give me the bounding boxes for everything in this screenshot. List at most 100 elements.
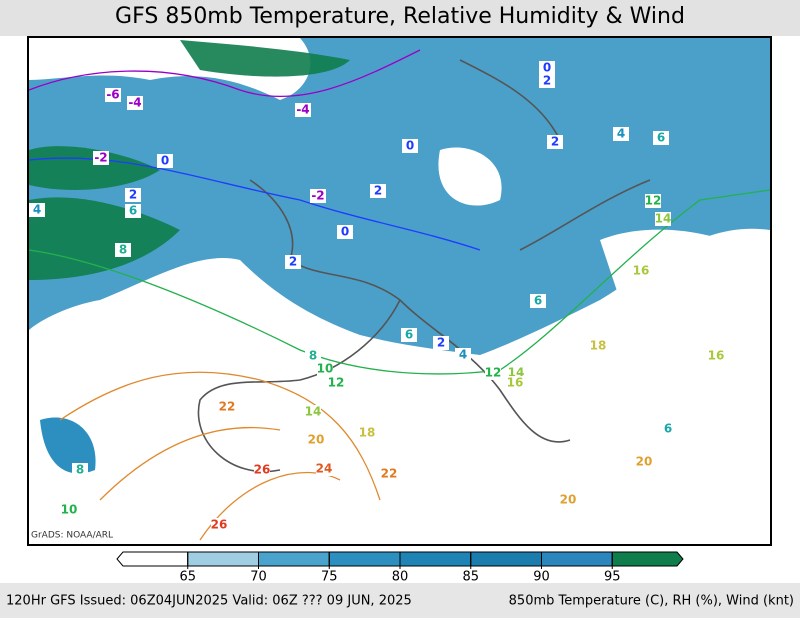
label-bg <box>125 188 141 202</box>
footer-bar <box>0 583 800 618</box>
label-bg <box>401 328 417 342</box>
contour-label: 2 <box>543 74 551 88</box>
label-bg <box>93 151 109 165</box>
label-bg <box>115 243 131 257</box>
colorbar-tick-label: 85 <box>462 570 479 585</box>
contour-label: 12 <box>485 366 502 380</box>
contour-label: -2 <box>94 151 107 165</box>
colorbar-segment <box>541 551 613 567</box>
contour-label: 26 <box>211 518 228 532</box>
contour-label: 4 <box>617 127 625 141</box>
credit: GrADS: NOAA/ARL <box>31 531 113 541</box>
contour-label: 8 <box>119 243 127 257</box>
label-bg <box>547 135 563 149</box>
contour-label: 2 <box>129 188 137 202</box>
label-bg <box>653 131 669 145</box>
contour-label: 22 <box>381 467 398 481</box>
humidity-area <box>40 417 96 474</box>
contour-label: 12 <box>645 194 662 208</box>
label-bg <box>125 204 141 218</box>
label-bg <box>645 194 661 208</box>
label-bg <box>305 349 321 363</box>
title-bar <box>0 0 800 36</box>
label-bg <box>105 88 121 102</box>
contour-label: 0 <box>406 139 414 153</box>
contour-label: 16 <box>507 376 524 390</box>
contour-label: 4 <box>33 203 41 217</box>
label-bg <box>328 376 344 390</box>
label-bg <box>590 339 606 353</box>
contour-label: 8 <box>76 463 84 477</box>
moist-area <box>180 40 350 77</box>
contour-label: 24 <box>316 462 333 476</box>
label-bg <box>708 349 724 363</box>
label-bg <box>317 362 333 376</box>
label-bg <box>219 400 235 414</box>
contour-label: -2 <box>311 189 324 203</box>
colorbar-segment <box>399 551 472 567</box>
colorbar: 65 70 75 80 85 90 95 <box>116 551 684 585</box>
contour-label: -6 <box>106 88 119 102</box>
contour-label: 20 <box>308 433 325 447</box>
contour-label: 0 <box>161 154 169 168</box>
contour-label: 14 <box>305 405 322 419</box>
contour-line <box>28 49 421 98</box>
contour-label: 12 <box>328 376 345 390</box>
label-bg <box>485 366 501 380</box>
humidity-area <box>29 38 770 355</box>
contour-label: 20 <box>636 455 653 469</box>
colorbar-tick-label: 80 <box>392 570 409 585</box>
contour-label: 6 <box>405 328 413 342</box>
label-bg <box>633 264 649 278</box>
contour-label: 4 <box>459 348 467 362</box>
contour-line <box>28 189 771 375</box>
colorbar-segment <box>328 551 401 567</box>
label-bg <box>29 203 45 217</box>
label-bg <box>359 426 375 440</box>
coastline <box>197 59 651 473</box>
contour-label: 22 <box>219 400 236 414</box>
contour-label: 0 <box>341 225 349 239</box>
label-bg <box>370 184 386 198</box>
label-bg <box>636 455 652 469</box>
contour-label: 6 <box>129 204 137 218</box>
colorbar-segment <box>116 551 189 567</box>
colorbar-segment <box>470 551 542 567</box>
label-bg <box>310 189 326 203</box>
label-bg <box>285 255 301 269</box>
contour-label: 10 <box>317 362 334 376</box>
label-bg <box>316 462 332 476</box>
contour-label: 10 <box>61 503 78 517</box>
label-bg <box>305 405 321 419</box>
label-bg <box>660 422 676 436</box>
label-bg <box>308 433 324 447</box>
contour-label: 14 <box>655 212 672 226</box>
label-bg <box>337 225 353 239</box>
contour-label: -4 <box>296 103 309 117</box>
colorbar-tick-label: 70 <box>250 570 267 585</box>
contour-label: 18 <box>590 339 607 353</box>
label-bg <box>127 96 143 110</box>
moist-area <box>29 197 180 280</box>
label-bg <box>381 467 397 481</box>
colorbar-segment <box>258 551 330 567</box>
contour-label: 6 <box>664 422 672 436</box>
contour-label: -4 <box>128 96 141 110</box>
contour-label: 8 <box>309 349 317 363</box>
dry-area <box>600 229 770 330</box>
colorbar-tick-label: 90 <box>533 570 550 585</box>
contour-label: 26 <box>254 463 271 477</box>
contour-label: 0 <box>543 61 551 75</box>
footer-right: 850mb Temperature (C), RH (%), Wind (knt… <box>509 594 794 609</box>
contour-label: 2 <box>437 336 445 350</box>
label-bg <box>433 336 449 350</box>
label-bg <box>560 493 576 507</box>
label-bg <box>507 376 523 390</box>
contour-label: 16 <box>633 264 650 278</box>
label-bg <box>72 463 88 477</box>
label-bg <box>539 74 555 88</box>
colorbar-segment <box>611 551 684 567</box>
label-bg <box>613 127 629 141</box>
